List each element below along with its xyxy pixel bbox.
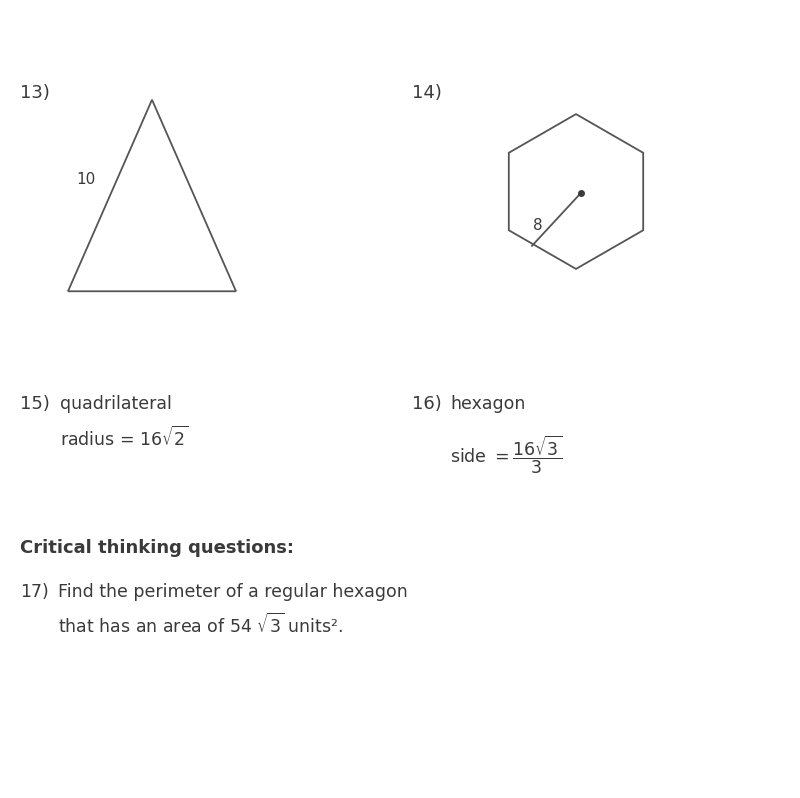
Text: 10: 10	[77, 172, 96, 187]
Text: 15): 15)	[20, 395, 50, 413]
Text: hexagon: hexagon	[450, 395, 526, 413]
Text: 16): 16)	[412, 395, 442, 413]
Text: 17): 17)	[20, 583, 49, 601]
Text: 14): 14)	[412, 84, 442, 102]
Text: radius = 16$\sqrt{2}$: radius = 16$\sqrt{2}$	[60, 426, 189, 450]
Text: side $= \dfrac{16\sqrt{3}}{3}$: side $= \dfrac{16\sqrt{3}}{3}$	[450, 433, 562, 476]
Text: Find the perimeter of a regular hexagon: Find the perimeter of a regular hexagon	[58, 583, 408, 601]
Text: Critical thinking questions:: Critical thinking questions:	[20, 539, 294, 557]
Text: 13): 13)	[20, 84, 50, 102]
Text: quadrilateral: quadrilateral	[60, 395, 172, 413]
Text: that has an area of 54 $\sqrt{3}$ units².: that has an area of 54 $\sqrt{3}$ units²…	[58, 613, 343, 637]
Text: 8: 8	[533, 219, 542, 233]
